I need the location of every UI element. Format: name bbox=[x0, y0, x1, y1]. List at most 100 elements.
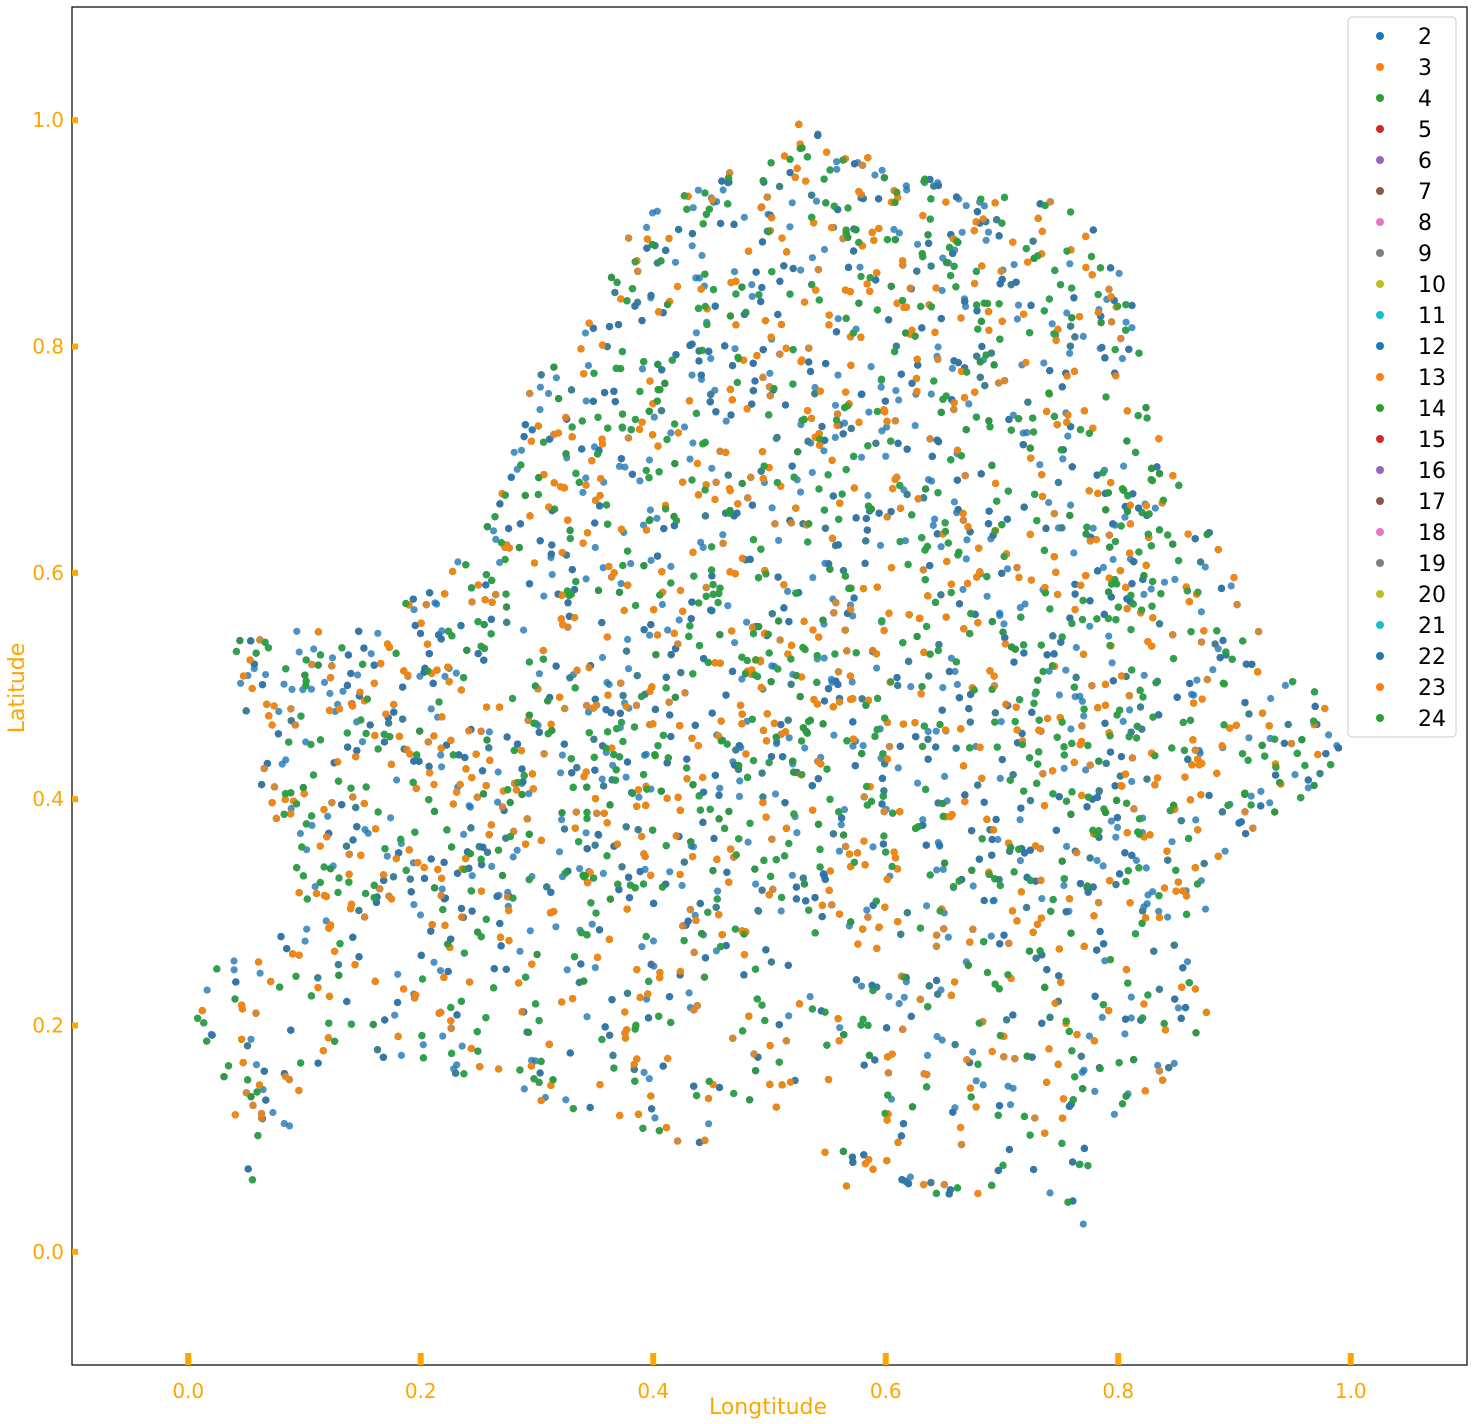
data-point bbox=[584, 361, 593, 370]
data-point bbox=[517, 446, 526, 454]
data-point bbox=[624, 635, 632, 644]
data-point bbox=[923, 902, 931, 910]
data-point bbox=[1003, 565, 1012, 573]
data-point bbox=[1091, 1087, 1099, 1095]
data-point bbox=[288, 685, 296, 694]
data-point bbox=[1115, 269, 1123, 277]
data-point bbox=[579, 488, 587, 496]
data-point bbox=[895, 396, 903, 404]
data-point bbox=[583, 1013, 591, 1021]
data-point bbox=[667, 429, 675, 437]
data-point bbox=[1154, 1061, 1162, 1069]
data-point bbox=[552, 923, 560, 931]
data-point bbox=[835, 847, 844, 855]
data-point bbox=[621, 463, 629, 471]
data-point bbox=[653, 514, 661, 522]
data-point bbox=[1014, 301, 1023, 309]
data-point bbox=[808, 468, 816, 477]
data-point bbox=[576, 865, 584, 873]
data-point bbox=[485, 728, 493, 736]
data-point bbox=[640, 1068, 648, 1076]
data-point bbox=[840, 806, 849, 814]
data-point bbox=[953, 680, 962, 689]
data-point bbox=[536, 406, 544, 414]
data-point bbox=[544, 389, 553, 398]
data-point bbox=[752, 880, 760, 888]
data-point bbox=[1201, 563, 1209, 571]
data-point bbox=[1063, 309, 1071, 317]
data-point bbox=[622, 773, 630, 781]
data-point bbox=[689, 439, 697, 447]
data-point bbox=[1093, 856, 1101, 865]
data-point bbox=[923, 1051, 932, 1059]
data-point bbox=[1110, 1110, 1118, 1118]
data-point bbox=[1291, 771, 1299, 779]
data-point bbox=[801, 744, 809, 752]
data-point bbox=[419, 1041, 427, 1049]
data-point bbox=[809, 574, 817, 582]
data-point bbox=[771, 790, 780, 798]
data-point bbox=[689, 204, 697, 212]
data-point bbox=[695, 274, 704, 282]
data-point bbox=[308, 821, 316, 830]
data-point bbox=[716, 784, 724, 792]
data-point bbox=[692, 329, 701, 337]
data-point bbox=[1078, 697, 1086, 705]
data-point bbox=[361, 826, 369, 834]
data-point bbox=[812, 197, 821, 205]
data-point bbox=[581, 329, 590, 337]
data-point bbox=[793, 829, 801, 837]
data-point bbox=[1227, 582, 1235, 590]
data-point bbox=[262, 671, 270, 679]
data-point bbox=[730, 268, 739, 276]
data-point bbox=[1113, 823, 1122, 832]
data-point bbox=[494, 768, 502, 776]
data-point bbox=[230, 966, 238, 974]
data-point bbox=[996, 774, 1004, 783]
data-point bbox=[1021, 600, 1029, 608]
data-point bbox=[438, 885, 446, 893]
data-point bbox=[834, 371, 842, 379]
data-point bbox=[831, 401, 840, 409]
data-point bbox=[617, 580, 625, 588]
data-point bbox=[708, 464, 716, 472]
data-point bbox=[452, 669, 460, 677]
data-point bbox=[615, 462, 624, 470]
data-point bbox=[1013, 315, 1022, 323]
data-point bbox=[914, 779, 922, 787]
data-point bbox=[645, 1075, 653, 1083]
data-point bbox=[831, 433, 839, 441]
data-point bbox=[911, 422, 919, 430]
data-point bbox=[834, 315, 842, 323]
data-point bbox=[387, 814, 395, 822]
data-point bbox=[938, 1036, 946, 1044]
data-point bbox=[1140, 590, 1148, 599]
data-point bbox=[890, 225, 898, 234]
data-point bbox=[784, 587, 792, 596]
data-point bbox=[748, 292, 756, 301]
data-point bbox=[468, 872, 476, 880]
data-point bbox=[901, 537, 910, 545]
data-point bbox=[788, 199, 796, 207]
data-point bbox=[394, 970, 402, 978]
data-point bbox=[744, 838, 752, 846]
data-point bbox=[944, 933, 952, 941]
data-point bbox=[605, 680, 613, 689]
data-point bbox=[950, 498, 959, 506]
data-point bbox=[513, 846, 521, 854]
data-point bbox=[1046, 1189, 1054, 1197]
data-point bbox=[1109, 555, 1117, 564]
data-point bbox=[599, 564, 607, 572]
data-point bbox=[280, 680, 288, 688]
data-point bbox=[301, 937, 309, 945]
data-point bbox=[1066, 260, 1074, 268]
data-point bbox=[642, 750, 650, 758]
data-point bbox=[1118, 355, 1126, 363]
data-point bbox=[1132, 856, 1140, 865]
data-point bbox=[552, 374, 561, 382]
data-point bbox=[924, 727, 932, 736]
data-point bbox=[558, 816, 566, 824]
data-point bbox=[393, 776, 401, 784]
data-point bbox=[934, 343, 942, 351]
data-point bbox=[863, 906, 871, 914]
